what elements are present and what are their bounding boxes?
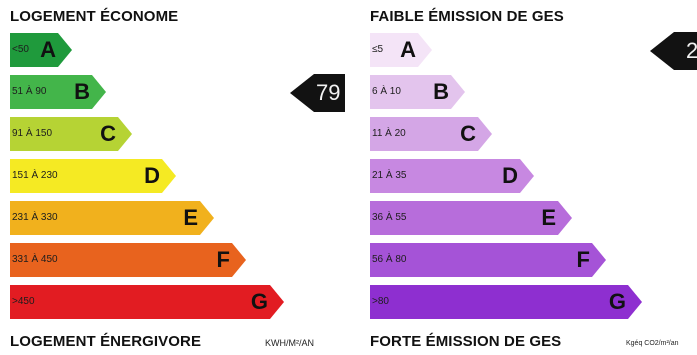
energy-class-d: 151 À 230 D — [10, 159, 176, 193]
energy-range-label: 231 À 330 — [12, 212, 58, 223]
ges-unit: Kgéq CO2/m²/an — [626, 340, 679, 347]
energy-range-label: 331 À 450 — [12, 254, 58, 265]
ges-value-indicator: 2 — [650, 32, 697, 70]
energy-class-letter: F — [216, 247, 230, 272]
ges-range-label: 56 À 80 — [372, 254, 407, 265]
ges-class-c: 11 À 20 C — [370, 117, 492, 151]
energy-class-letter: A — [40, 37, 56, 62]
energy-value-indicator: 79 — [290, 74, 345, 112]
ges-class-letter: B — [433, 79, 449, 104]
energy-class-g: >450 G — [10, 285, 284, 319]
ges-class-scale: ≤5 A 6 À 10 B 11 À 20 C 21 À 35 D 36 À 5… — [370, 33, 642, 327]
ges-title-high: FORTE ÉMISSION DE GES — [370, 333, 562, 350]
ges-title-low: FAIBLE ÉMISSION DE GES — [370, 8, 564, 25]
energy-range-label: 51 À 90 — [12, 86, 47, 97]
ges-class-b: 6 À 10 B — [370, 75, 465, 109]
energy-class-scale: <50 A 51 À 90 B 91 À 150 C 151 À 230 D 2… — [10, 33, 284, 327]
ges-class-letter: C — [460, 121, 476, 146]
energy-title-inefficient: LOGEMENT ÉNERGIVORE — [10, 333, 202, 350]
ges-range-label: 6 À 10 — [372, 86, 401, 97]
ges-class-letter: E — [541, 205, 556, 230]
ges-class-a: ≤5 A — [370, 33, 432, 67]
ges-class-letter: G — [608, 289, 626, 314]
ges-value: 2 — [686, 38, 697, 63]
energy-class-letter: C — [100, 121, 116, 146]
ges-class-f: 56 À 80 F — [370, 243, 606, 277]
energy-class-c: 91 À 150 C — [10, 117, 132, 151]
ges-label-panel: FAIBLE ÉMISSION DE GES ≤5 A 6 À 10 B 11 … — [360, 0, 697, 355]
ges-range-label: >80 — [372, 296, 389, 307]
energy-range-label: <50 — [12, 44, 29, 55]
energy-range-label: 151 À 230 — [12, 170, 58, 181]
ges-class-letter: F — [576, 247, 590, 272]
energy-class-letter: E — [183, 205, 198, 230]
energy-class-b: 51 À 90 B — [10, 75, 106, 109]
energy-class-f: 331 À 450 F — [10, 243, 246, 277]
energy-class-e: 231 À 330 E — [10, 201, 214, 235]
energy-value: 79 — [316, 80, 341, 105]
ges-range-label: 11 À 20 — [372, 128, 406, 139]
ges-class-d: 21 À 35 D — [370, 159, 534, 193]
ges-range-label: 36 À 55 — [372, 212, 407, 223]
energy-class-a: <50 A — [10, 33, 72, 67]
ges-class-letter: A — [400, 37, 416, 62]
energy-title-efficient: LOGEMENT ÉCONOME — [10, 8, 179, 25]
energy-class-letter: D — [144, 163, 160, 188]
energy-label-panel: LOGEMENT ÉCONOME <50 A 51 À 90 B 91 À 15… — [10, 8, 345, 350]
energy-class-letter: G — [250, 289, 268, 314]
ges-class-e: 36 À 55 E — [370, 201, 572, 235]
energy-class-letter: B — [74, 79, 90, 104]
energy-unit: KWH/M²/AN — [265, 338, 314, 348]
ges-class-letter: D — [502, 163, 518, 188]
ges-range-label: ≤5 — [372, 44, 384, 55]
energy-range-label: >450 — [12, 296, 35, 307]
ges-range-label: 21 À 35 — [372, 170, 407, 181]
ges-class-g: >80 G — [370, 285, 642, 319]
energy-range-label: 91 À 150 — [12, 128, 53, 139]
